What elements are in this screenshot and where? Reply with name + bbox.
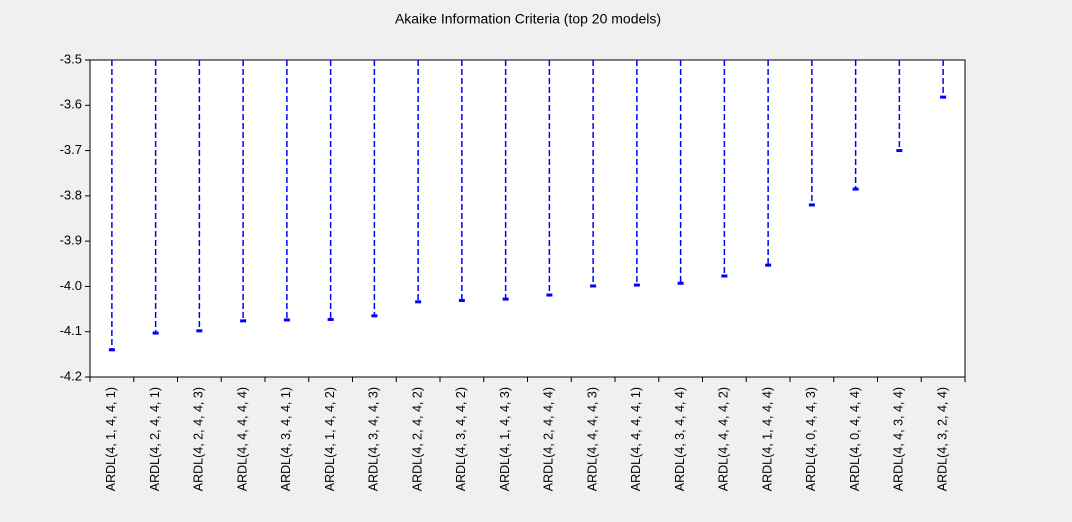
- point-marker: [677, 281, 684, 285]
- drop-line: [721, 60, 728, 278]
- x-tick-label: ARDL(4, 0, 4, 4, 3): [804, 387, 818, 491]
- point-marker: [371, 314, 378, 318]
- x-tick-label: ARDL(4, 3, 4, 4, 1): [279, 387, 293, 491]
- drop-line: [240, 60, 247, 323]
- point-marker: [546, 293, 553, 297]
- drop-line: [327, 60, 334, 321]
- x-tick-label: ARDL(4, 2, 4, 4, 1): [148, 387, 162, 491]
- x-tick-label: ARDL(4, 1, 4, 4, 3): [498, 387, 512, 491]
- y-tick-label: -3.5: [60, 51, 82, 66]
- point-marker: [502, 297, 509, 301]
- plot-area: [89, 59, 966, 378]
- x-tick-label: ARDL(4, 2, 4, 4, 2): [410, 387, 424, 491]
- point-marker: [458, 298, 465, 302]
- x-tick-label: ARDL(4, 2, 4, 4, 4): [542, 387, 556, 491]
- drop-line: [808, 60, 815, 207]
- y-tick-label: -3.8: [60, 187, 82, 202]
- drop-line: [196, 60, 203, 333]
- drop-line: [896, 60, 903, 153]
- drop-line: [546, 60, 553, 297]
- chart-title: Akaike Information Criteria (top 20 mode…: [395, 11, 661, 27]
- drop-line: [852, 60, 859, 191]
- point-marker: [633, 283, 640, 287]
- x-tick-label: ARDL(4, 1, 4, 4, 1): [104, 387, 118, 491]
- point-marker: [196, 329, 203, 333]
- x-tick-label: ARDL(4, 3, 4, 4, 4): [673, 387, 687, 491]
- drop-line: [415, 60, 422, 304]
- drop-line: [502, 60, 509, 301]
- point-marker: [765, 263, 772, 267]
- drop-line: [108, 60, 115, 352]
- point-marker: [415, 300, 422, 304]
- drop-line: [940, 60, 947, 99]
- point-marker: [721, 274, 728, 278]
- drop-line: [633, 60, 640, 287]
- x-tick-label: ARDL(4, 3, 2, 4, 4): [935, 387, 949, 491]
- drop-line: [590, 60, 597, 288]
- y-tick-label: -3.7: [60, 142, 82, 157]
- x-tick-label: ARDL(4, 3, 4, 4, 3): [367, 387, 381, 491]
- drop-line: [152, 60, 159, 335]
- x-tick-label: ARDL(4, 4, 3, 4, 4): [892, 387, 906, 491]
- drop-line: [677, 60, 684, 285]
- point-marker: [590, 284, 597, 288]
- point-marker: [108, 348, 115, 352]
- point-marker: [852, 187, 859, 191]
- x-tick-label: ARDL(4, 1, 4, 4, 4): [760, 387, 774, 491]
- y-tick-label: -4.2: [60, 368, 82, 383]
- drop-line: [765, 60, 772, 267]
- point-marker: [327, 317, 334, 321]
- x-tick-label: ARDL(4, 2, 4, 4, 3): [192, 387, 206, 491]
- point-marker: [152, 331, 159, 335]
- point-marker: [283, 318, 290, 322]
- x-tick-label: ARDL(4, 4, 4, 4, 2): [717, 387, 731, 491]
- point-marker: [940, 95, 947, 99]
- y-tick-label: -3.9: [60, 233, 82, 248]
- x-tick-label: ARDL(4, 4, 4, 4, 1): [629, 387, 643, 491]
- y-tick-label: -3.6: [60, 97, 82, 112]
- x-tick-label: ARDL(4, 1, 4, 4, 2): [323, 387, 337, 491]
- y-tick-label: -4.1: [60, 323, 82, 338]
- x-tick-label: ARDL(4, 4, 4, 4, 3): [585, 387, 599, 491]
- x-tick-label: ARDL(4, 3, 4, 4, 2): [454, 387, 468, 491]
- point-marker: [240, 319, 247, 323]
- drop-line: [371, 60, 378, 318]
- drop-line: [283, 60, 290, 322]
- point-marker: [808, 203, 815, 207]
- x-tick-label: ARDL(4, 0, 4, 4, 4): [848, 387, 862, 491]
- x-tick-label: ARDL(4, 4, 4, 4, 4): [235, 387, 249, 491]
- point-marker: [896, 149, 903, 153]
- y-tick-label: -4.0: [60, 278, 82, 293]
- drop-line: [458, 60, 465, 302]
